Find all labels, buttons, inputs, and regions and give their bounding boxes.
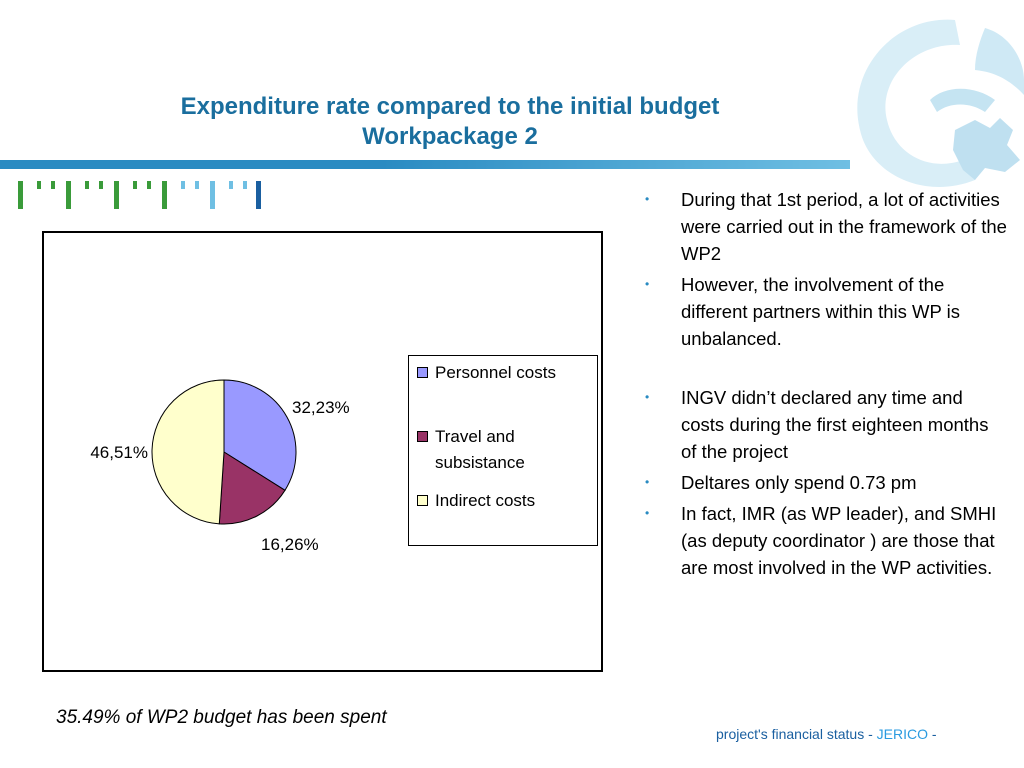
bullet-item: • INGV didn’t declared any time and costs… xyxy=(638,384,1008,465)
bullet-text: INGV didn’t declared any time and costs … xyxy=(681,387,989,462)
pie-data-label: 16,26% xyxy=(261,535,319,554)
pie-data-label: 32,23% xyxy=(292,398,350,417)
bullet-text: In fact, IMR (as WP leader), and SMHI (a… xyxy=(681,503,997,578)
bullet-list: • During that 1st period, a lot of activi… xyxy=(638,186,1008,585)
bullet-text: Deltares only spend 0.73 pm xyxy=(681,472,917,493)
chart-legend: Personnel costs Travel and subsistance I… xyxy=(408,355,598,546)
decorative-ticks xyxy=(18,181,261,209)
legend-swatch-travel xyxy=(417,431,428,442)
pie-slice-2 xyxy=(151,379,225,525)
bullet-dot-icon: • xyxy=(645,390,650,404)
footer-suffix: - xyxy=(927,726,937,742)
slide-footer: project's financial status - JERICO - xyxy=(716,726,937,742)
pie-chart: 32,23% 16,26% 46,51% xyxy=(90,379,350,554)
bullet-item: • Deltares only spend 0.73 pm xyxy=(638,469,1008,496)
legend-swatch-indirect xyxy=(417,495,428,506)
legend-label: Personnel costs xyxy=(435,363,556,382)
bullet-dot-icon: • xyxy=(645,192,650,206)
footer-brand: JERICO xyxy=(876,726,928,742)
bullet-dot-icon: • xyxy=(645,475,650,489)
footer-prefix: project's financial status - xyxy=(716,726,877,742)
pie-chart-frame: 32,23% 16,26% 46,51% Personnel costs Trave… xyxy=(42,231,603,672)
bullet-dot-icon: • xyxy=(645,506,650,520)
title-rule xyxy=(0,160,850,169)
bullet-item: • During that 1st period, a lot of activi… xyxy=(638,186,1008,267)
budget-footnote: 35.49% of WP2 budget has been spent xyxy=(56,707,387,728)
bullet-dot-icon: • xyxy=(645,277,650,291)
title-line-1: Expenditure rate compared to the initial… xyxy=(180,93,720,120)
bullet-item: • In fact, IMR (as WP leader), and SMHI (… xyxy=(638,500,1008,581)
title-line-2: Workpackage 2 xyxy=(362,123,538,150)
legend-label: Travel and subsistance xyxy=(435,427,525,472)
pie-slice-1 xyxy=(218,451,286,525)
legend-swatch-personnel xyxy=(417,367,428,378)
bullet-text: However, the involvement of the differen… xyxy=(681,274,960,349)
jerico-logo xyxy=(857,19,1024,187)
pie-data-label: 46,51% xyxy=(90,443,148,462)
slide-title: Expenditure rate compared to the initial… xyxy=(60,92,840,152)
bullet-text: During that 1st period, a lot of activit… xyxy=(681,189,1007,264)
bullet-item: • However, the involvement of the differe… xyxy=(638,271,1008,352)
legend-label: Indirect costs xyxy=(435,491,536,510)
